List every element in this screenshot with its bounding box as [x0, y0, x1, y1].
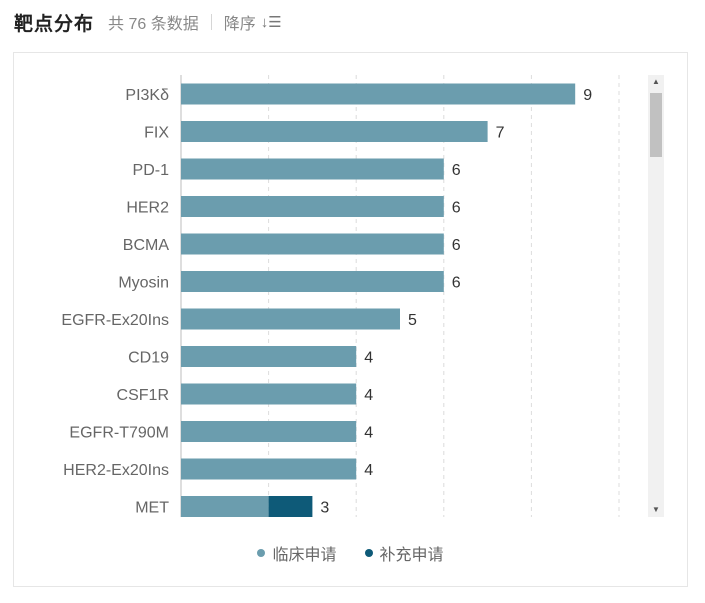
- page-title: 靶点分布: [14, 13, 95, 35]
- bar-chart: PI3Kδ 9 FIX 7 PD-1 6 HER2 6 BCMA 6 Myosin 6 EGFR-Ex2…: [61, 75, 620, 517]
- header-divider: [210, 14, 212, 30]
- record-count: 共 76 条数据: [108, 16, 199, 33]
- scroll-up-arrow-icon[interactable]: ▲: [652, 77, 660, 86]
- data-label: 3: [320, 500, 329, 517]
- bar: [181, 196, 444, 217]
- bar: [268, 496, 313, 517]
- data-label: 6: [452, 200, 461, 217]
- bar: [181, 421, 357, 442]
- y-tick-label: FIX: [144, 125, 169, 142]
- y-tick-label: HER2-Ex20Ins: [63, 462, 169, 479]
- y-tick-label: CSF1R: [117, 387, 169, 404]
- legend-item-supplement[interactable]: 补充申请: [364, 541, 444, 565]
- data-label: 5: [408, 312, 417, 329]
- bar: [181, 383, 357, 405]
- data-label: 6: [452, 275, 461, 292]
- legend-label: 补充申请: [379, 547, 444, 564]
- legend-label: 临床申请: [272, 547, 337, 564]
- y-tick-label: PI3Kδ: [125, 87, 169, 104]
- data-label: 6: [452, 237, 461, 254]
- data-label: 4: [364, 350, 373, 367]
- data-label: 4: [364, 425, 373, 442]
- y-tick-label: EGFR-Ex20Ins: [61, 312, 169, 329]
- legend-dot-icon: [364, 549, 373, 557]
- bar: [181, 158, 444, 180]
- data-label: 9: [583, 87, 592, 104]
- bar: [181, 271, 444, 292]
- sort-button[interactable]: 降序 ↓☰: [224, 10, 282, 34]
- sort-descending-icon: ↓☰: [260, 14, 282, 31]
- y-tick-label: Myosin: [118, 275, 169, 292]
- bar: [181, 346, 357, 367]
- y-tick-label: MET: [135, 500, 169, 517]
- chart-legend: 临床申请 补充申请: [14, 541, 687, 565]
- y-tick-label: HER2: [126, 200, 169, 217]
- y-tick-label: CD19: [128, 350, 169, 367]
- legend-dot-icon: [257, 549, 266, 557]
- data-label: 4: [364, 387, 373, 404]
- bar: [181, 496, 269, 517]
- bar: [181, 83, 576, 105]
- y-tick-label: PD-1: [133, 162, 170, 179]
- bar: [181, 233, 444, 255]
- scroll-down-arrow-icon[interactable]: ▼: [652, 505, 660, 514]
- chart-card: PI3Kδ 9 FIX 7 PD-1 6 HER2 6 BCMA 6 Myosin 6 EGFR-Ex2…: [13, 52, 688, 587]
- legend-item-clinical[interactable]: 临床申请: [257, 541, 337, 565]
- chart-scrollbar[interactable]: ▲ ▼: [648, 75, 664, 517]
- header: 靶点分布 共 76 条数据 降序 ↓☰: [14, 8, 282, 36]
- data-label: 7: [496, 125, 505, 142]
- y-tick-label: BCMA: [123, 237, 170, 254]
- bar: [181, 308, 400, 330]
- data-label: 4: [364, 462, 373, 479]
- bar: [181, 458, 357, 480]
- bar: [181, 121, 488, 142]
- data-label: 6: [452, 162, 461, 179]
- y-tick-label: EGFR-T790M: [69, 425, 169, 442]
- scroll-thumb[interactable]: [650, 93, 662, 157]
- sort-label: 降序: [223, 16, 256, 33]
